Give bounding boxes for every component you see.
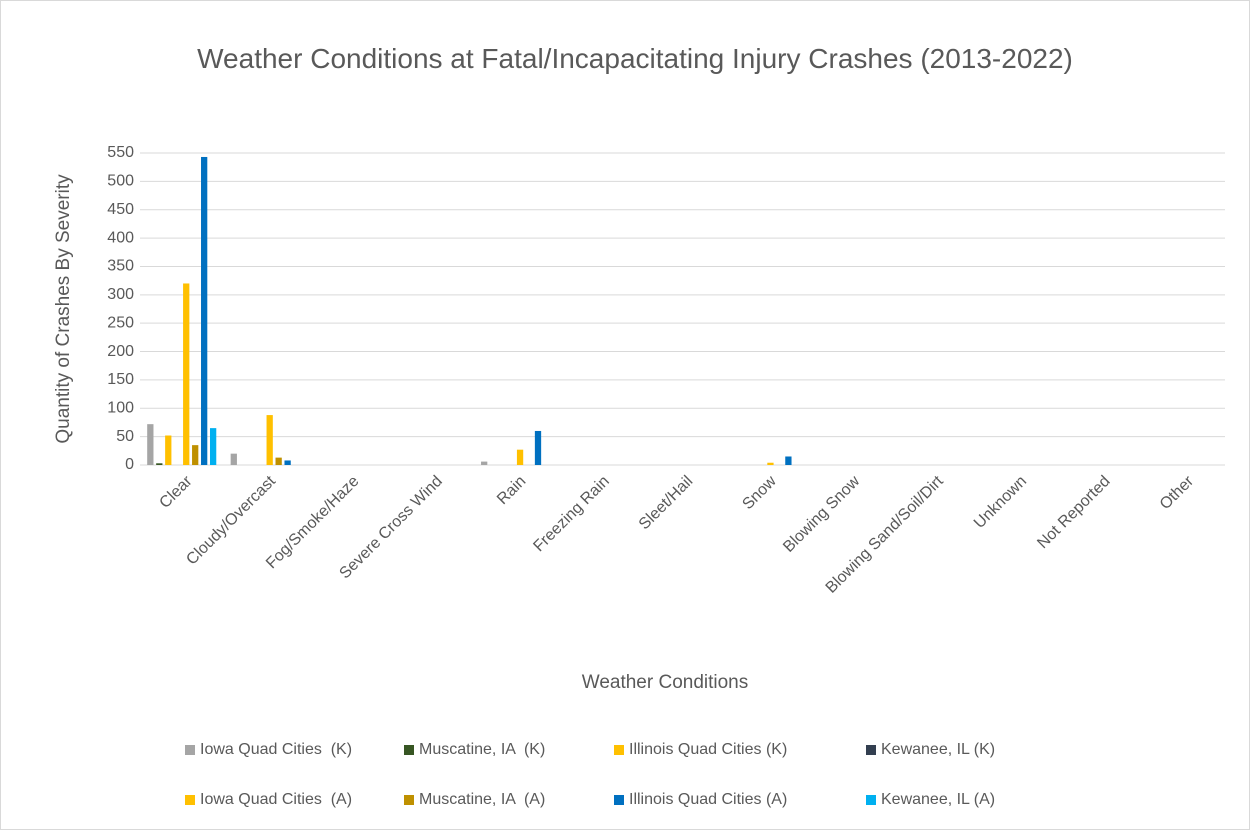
bar — [183, 283, 190, 465]
legend-swatch — [866, 795, 876, 805]
bar — [156, 463, 163, 465]
chart-title: Weather Conditions at Fatal/Incapacitati… — [197, 43, 1073, 74]
y-tick-label: 150 — [107, 371, 134, 388]
bar — [284, 460, 291, 465]
legend-swatch — [404, 795, 414, 805]
legend-label: Kewanee, IL (K) — [881, 741, 995, 758]
bar — [209, 428, 217, 465]
bar — [201, 156, 208, 466]
legend-label: Illinois Quad Cities (A) — [629, 791, 787, 808]
bar — [516, 449, 524, 465]
y-tick-label: 200 — [107, 343, 134, 360]
legend-label: Muscatine, IA (K) — [419, 741, 545, 758]
bar — [147, 424, 154, 465]
legend-label: Illinois Quad Cities (K) — [629, 741, 787, 758]
y-tick-label: 450 — [107, 201, 134, 218]
y-tick-label: 500 — [107, 173, 134, 190]
bar — [534, 430, 542, 465]
y-tick-label: 400 — [107, 229, 134, 246]
legend-label: Muscatine, IA (A) — [419, 791, 545, 808]
y-tick-label: 550 — [107, 144, 134, 161]
bar — [767, 462, 774, 465]
y-tick-label: 250 — [107, 314, 134, 331]
legend-swatch — [614, 795, 624, 805]
bar — [192, 445, 199, 465]
legend-swatch — [614, 745, 624, 755]
y-tick-label: 350 — [107, 258, 134, 275]
y-tick-label: 100 — [107, 399, 134, 416]
y-tick-label: 50 — [116, 428, 134, 445]
legend-swatch — [404, 745, 414, 755]
bar — [275, 457, 282, 465]
y-tick-label: 0 — [125, 456, 134, 473]
legend-label: Iowa Quad Cities (K) — [200, 741, 352, 758]
bar — [266, 415, 273, 465]
legend-swatch — [866, 745, 876, 755]
bar — [230, 453, 237, 465]
bar — [785, 456, 792, 465]
x-axis-title: Weather Conditions — [582, 672, 749, 693]
y-axis-title: Quantity of Crashes By Severity — [53, 174, 74, 444]
bar — [165, 435, 172, 465]
y-tick-label: 300 — [107, 286, 134, 303]
legend-swatch — [185, 795, 195, 805]
legend-label: Iowa Quad Cities (A) — [200, 791, 352, 808]
legend-swatch — [185, 745, 195, 755]
legend-label: Kewanee, IL (A) — [881, 791, 995, 808]
bar — [481, 461, 488, 465]
